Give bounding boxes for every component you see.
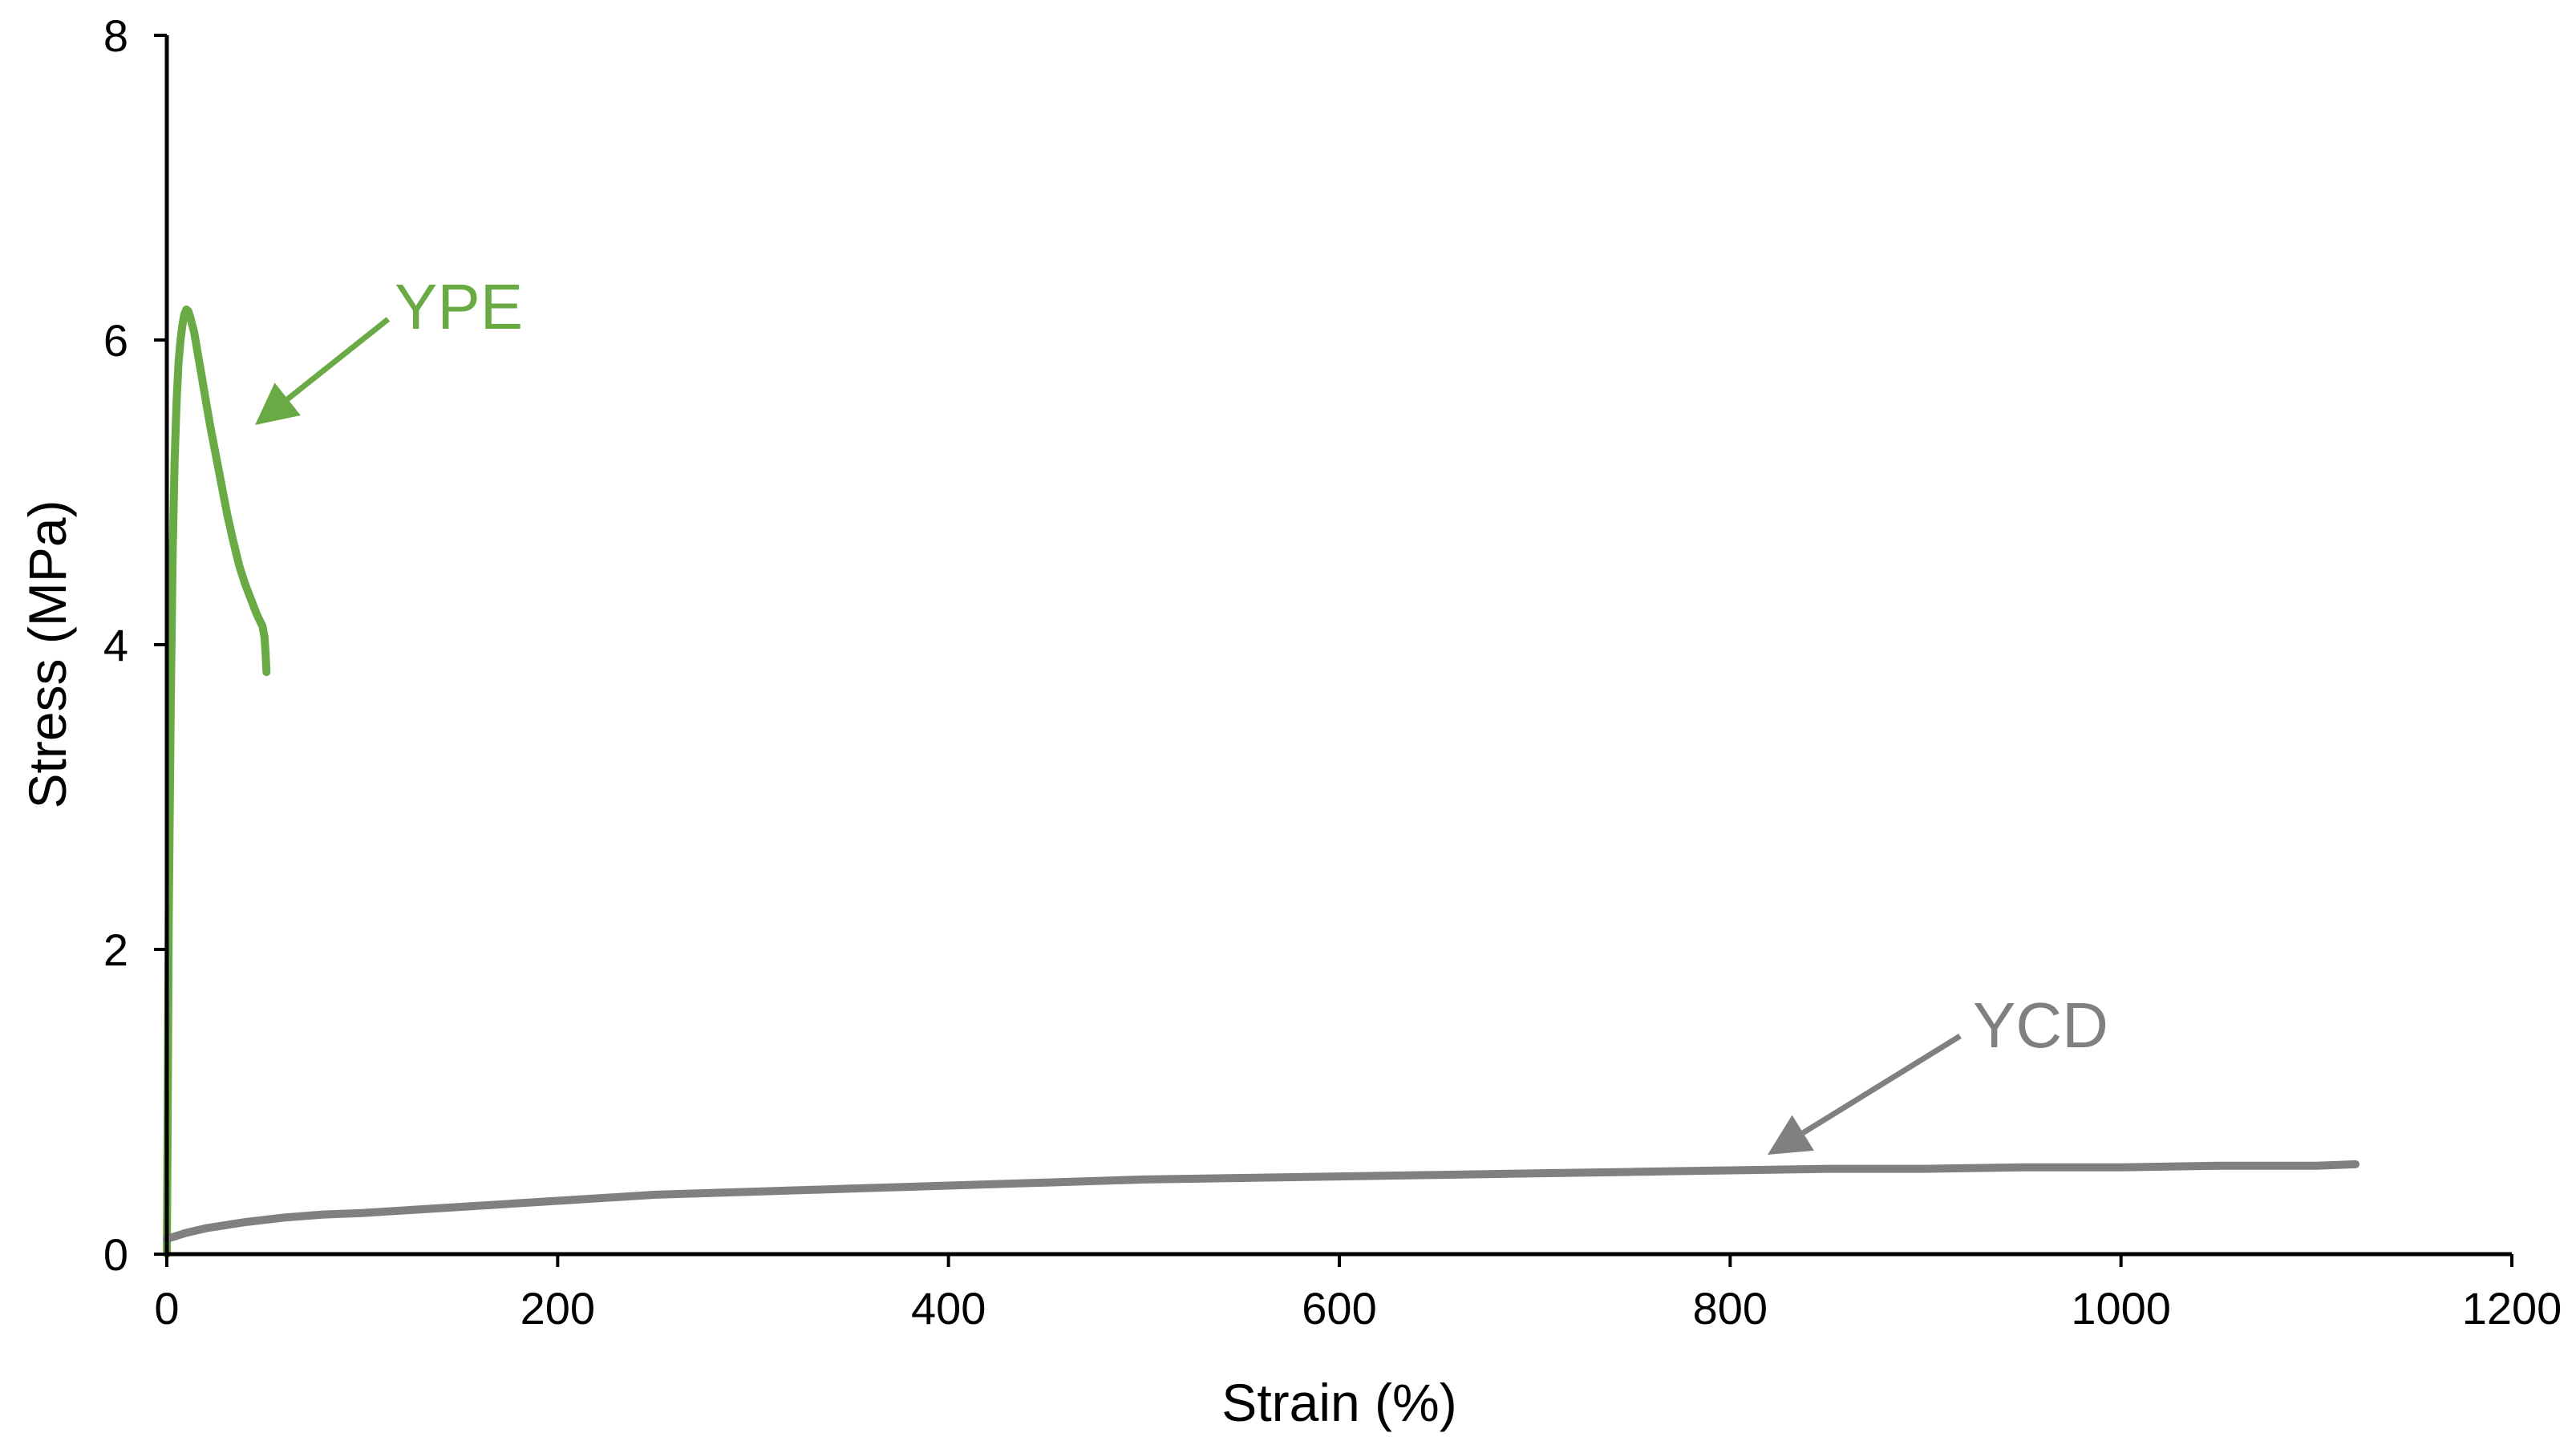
x-tick-label: 400 (911, 1283, 986, 1334)
ype-arrow-line (286, 317, 391, 402)
x-tick-label: 600 (1302, 1283, 1376, 1334)
y-tick-label: 6 (103, 315, 128, 366)
x-tick-label: 800 (1693, 1283, 1768, 1334)
ycd-annotation: YCD (1768, 990, 2108, 1155)
y-tick-label: 4 (103, 620, 128, 670)
ycd-arrow-head (1768, 1115, 1814, 1155)
y-tick-label: 2 (103, 925, 128, 975)
series-line-ycd (163, 1160, 2360, 1243)
axes (164, 35, 2512, 1257)
y-axis-title: Stress (MPa) (18, 500, 77, 808)
annotations: YPE YCD (255, 271, 2108, 1155)
x-tick-label: 1200 (2462, 1283, 2562, 1334)
series-line-ype (163, 306, 271, 1258)
ticks: 0 200 400 600 800 1000 1200 0 2 4 6 8 (103, 10, 2562, 1334)
x-tick-label: 200 (520, 1283, 595, 1334)
y-tick-label: 8 (103, 10, 128, 61)
ycd-arrow-line (1801, 1034, 1962, 1135)
y-tick-label: 0 (103, 1229, 128, 1280)
ype-label: YPE (395, 271, 523, 342)
x-tick-label: 1000 (2071, 1283, 2171, 1334)
series-group (163, 306, 2360, 1258)
ype-arrow-head (255, 382, 301, 425)
ycd-label: YCD (1973, 990, 2108, 1061)
ype-annotation: YPE (255, 271, 523, 425)
x-tick-label: 0 (154, 1283, 179, 1334)
x-axis-title: Strain (%) (1221, 1373, 1456, 1432)
